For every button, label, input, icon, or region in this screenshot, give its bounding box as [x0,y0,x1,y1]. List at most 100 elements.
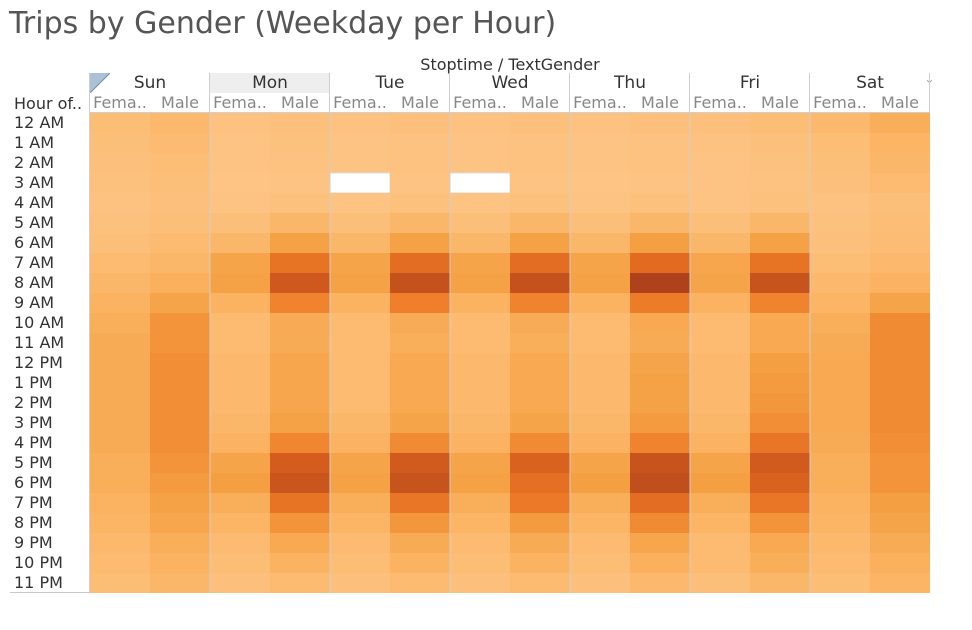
heatmap-cell[interactable] [690,393,750,413]
heatmap-cell[interactable] [810,113,870,133]
heatmap-cell[interactable] [150,453,210,473]
heatmap-cell[interactable] [810,393,870,413]
heatmap-cell[interactable] [270,473,330,493]
heatmap-cell[interactable] [510,553,570,573]
heatmap-cell[interactable] [150,493,210,513]
heatmap-cell[interactable] [150,133,210,153]
heatmap-cell[interactable] [810,573,870,593]
heatmap-cell[interactable] [450,573,510,593]
heatmap-cell[interactable] [690,293,750,313]
heatmap-cell[interactable] [870,473,930,493]
heatmap-cell[interactable] [150,393,210,413]
heatmap-cell[interactable] [270,313,330,333]
heatmap-cell[interactable] [870,193,930,213]
heatmap-cell[interactable] [450,133,510,153]
heatmap-cell[interactable] [750,393,810,413]
heatmap-cell[interactable] [90,533,150,553]
hour-label[interactable]: 3 AM [14,173,54,193]
heatmap-cell[interactable] [690,213,750,233]
heatmap-cell[interactable] [510,433,570,453]
heatmap-cell[interactable] [690,273,750,293]
heatmap-cell[interactable] [750,233,810,253]
hour-label[interactable]: 12 AM [14,113,64,133]
heatmap-cell[interactable] [270,413,330,433]
heatmap-cell[interactable] [750,253,810,273]
heatmap-cell[interactable] [90,113,150,133]
heatmap-cell[interactable] [510,513,570,533]
heatmap-cell[interactable] [570,133,630,153]
heatmap-cell[interactable] [330,493,390,513]
heatmap-cell[interactable] [510,493,570,513]
hour-label[interactable]: 8 PM [14,513,53,533]
heatmap-cell[interactable] [330,573,390,593]
heatmap-cell[interactable] [150,233,210,253]
heatmap-cell[interactable] [210,333,270,353]
heatmap-cell[interactable] [450,273,510,293]
heatmap-cell[interactable] [90,153,150,173]
heatmap-cell[interactable] [750,353,810,373]
heatmap-cell[interactable] [750,453,810,473]
heatmap-cell[interactable] [390,533,450,553]
hour-label[interactable]: 11 AM [14,333,64,353]
heatmap-cell[interactable] [870,173,930,193]
heatmap-cell[interactable] [90,233,150,253]
heatmap-cell[interactable] [150,513,210,533]
heatmap-cell[interactable] [90,453,150,473]
heatmap-cell[interactable] [810,213,870,233]
heatmap-cell[interactable] [390,133,450,153]
heatmap-cell[interactable] [570,233,630,253]
heatmap-cell[interactable] [90,373,150,393]
heatmap-cell[interactable] [510,413,570,433]
heatmap-cell[interactable] [150,293,210,313]
heatmap-cell[interactable] [810,313,870,333]
gender-label-fri-female[interactable]: Fema.. [690,93,750,113]
heatmap-cell[interactable] [510,353,570,373]
heatmap-cell[interactable] [90,513,150,533]
heatmap-cell[interactable] [870,273,930,293]
heatmap-cell[interactable] [390,493,450,513]
heatmap-cell[interactable] [150,413,210,433]
heatmap-cell[interactable] [330,393,390,413]
heatmap-cell[interactable] [270,333,330,353]
heatmap-cell[interactable] [330,193,390,213]
heatmap-cell[interactable] [270,293,330,313]
heatmap-cell[interactable] [510,453,570,473]
heatmap-cell[interactable] [870,333,930,353]
heatmap-cell[interactable] [90,313,150,333]
heatmap-cell[interactable] [90,253,150,273]
heatmap-cell[interactable] [870,393,930,413]
heatmap-cell[interactable] [330,253,390,273]
day-label-fri[interactable]: Fri [690,73,810,93]
heatmap-cell[interactable] [450,153,510,173]
heatmap-cell[interactable] [390,113,450,133]
gender-label-tue-female[interactable]: Fema.. [330,93,390,113]
heatmap-cell[interactable] [810,473,870,493]
hour-label[interactable]: 9 AM [14,293,54,313]
heatmap-cell[interactable] [690,493,750,513]
heatmap-cell[interactable] [750,173,810,193]
heatmap-cell[interactable] [870,253,930,273]
heatmap-cell[interactable] [270,173,330,193]
heatmap-cell[interactable] [150,153,210,173]
heatmap-cell[interactable] [90,333,150,353]
heatmap-cell[interactable] [810,533,870,553]
heatmap-cell[interactable] [690,513,750,533]
heatmap-cell[interactable] [630,173,690,193]
heatmap-cell[interactable] [690,373,750,393]
heatmap-cell[interactable] [210,373,270,393]
heatmap-cell[interactable] [870,413,930,433]
heatmap-cell[interactable] [870,293,930,313]
heatmap-cell[interactable] [390,513,450,533]
heatmap-cell[interactable] [810,333,870,353]
heatmap-cell[interactable] [390,213,450,233]
heatmap-cell[interactable] [390,413,450,433]
heatmap-cell[interactable] [390,333,450,353]
heatmap-cell[interactable] [690,233,750,253]
heatmap-cell[interactable] [330,133,390,153]
heatmap-cell[interactable] [630,113,690,133]
heatmap-cell[interactable] [750,573,810,593]
heatmap-cell[interactable] [870,133,930,153]
heatmap-cell[interactable] [570,553,630,573]
heatmap-cell[interactable] [510,213,570,233]
hour-label[interactable]: 10 AM [14,313,64,333]
